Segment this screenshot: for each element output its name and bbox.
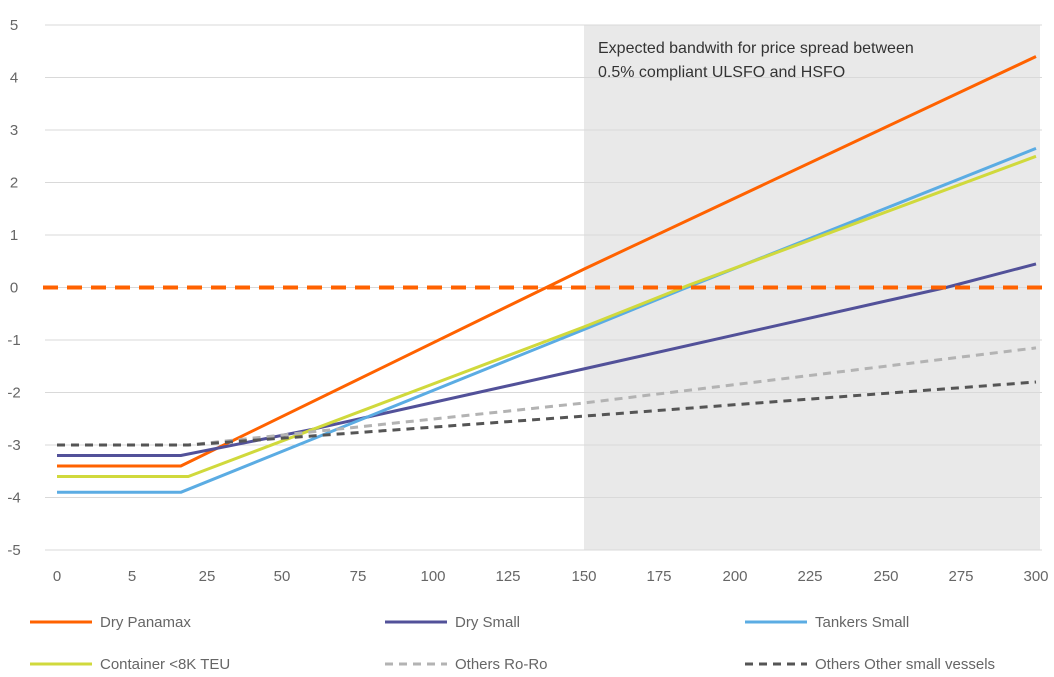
x-tick-label-9: 200: [722, 568, 747, 585]
y-tick-label-1: -4: [7, 490, 20, 507]
x-tick-label-6: 125: [495, 568, 520, 585]
x-tick-label-12: 275: [948, 568, 973, 585]
legend-label-5: Others Other small vessels: [815, 656, 995, 673]
legend-label-1: Dry Small: [455, 614, 520, 631]
y-tick-label-8: 3: [10, 122, 18, 139]
legend-label-0: Dry Panamax: [100, 614, 191, 631]
legend-label-3: Container <8K TEU: [100, 656, 230, 673]
x-tick-label-2: 25: [199, 568, 216, 585]
y-tick-label-5: 0: [10, 280, 18, 297]
y-tick-label-2: -3: [7, 437, 20, 454]
y-tick-label-10: 5: [10, 17, 18, 34]
x-tick-label-4: 75: [350, 568, 367, 585]
y-tick-label-7: 2: [10, 175, 18, 192]
x-tick-label-11: 250: [873, 568, 898, 585]
x-tick-label-0: 0: [53, 568, 61, 585]
x-tick-label-7: 150: [571, 568, 596, 585]
x-tick-label-13: 300: [1023, 568, 1048, 585]
series-line-4: [57, 346, 1037, 447]
x-tick-label-1: 5: [128, 568, 136, 585]
series-line-0: [57, 55, 1037, 468]
series-line-5: [57, 380, 1037, 447]
x-tick-label-5: 100: [420, 568, 445, 585]
y-tick-label-9: 4: [10, 70, 18, 87]
x-tick-label-10: 225: [797, 568, 822, 585]
x-tick-label-8: 175: [646, 568, 671, 585]
y-tick-label-6: 1: [10, 227, 18, 244]
series-line-1: [57, 262, 1037, 457]
y-tick-label-4: -1: [7, 332, 20, 349]
x-tick-label-3: 50: [274, 568, 291, 585]
legend-label-4: Others Ro-Ro: [455, 656, 548, 673]
series-line-3: [57, 154, 1037, 478]
legend-label-2: Tankers Small: [815, 614, 909, 631]
shaded-region-label-line-0: Expected bandwith for price spread betwe…: [598, 40, 914, 57]
y-tick-label-0: -5: [7, 542, 20, 559]
shaded-region-label-line-1: 0.5% compliant ULSFO and HSFO: [598, 64, 845, 81]
y-tick-label-3: -2: [7, 385, 20, 402]
